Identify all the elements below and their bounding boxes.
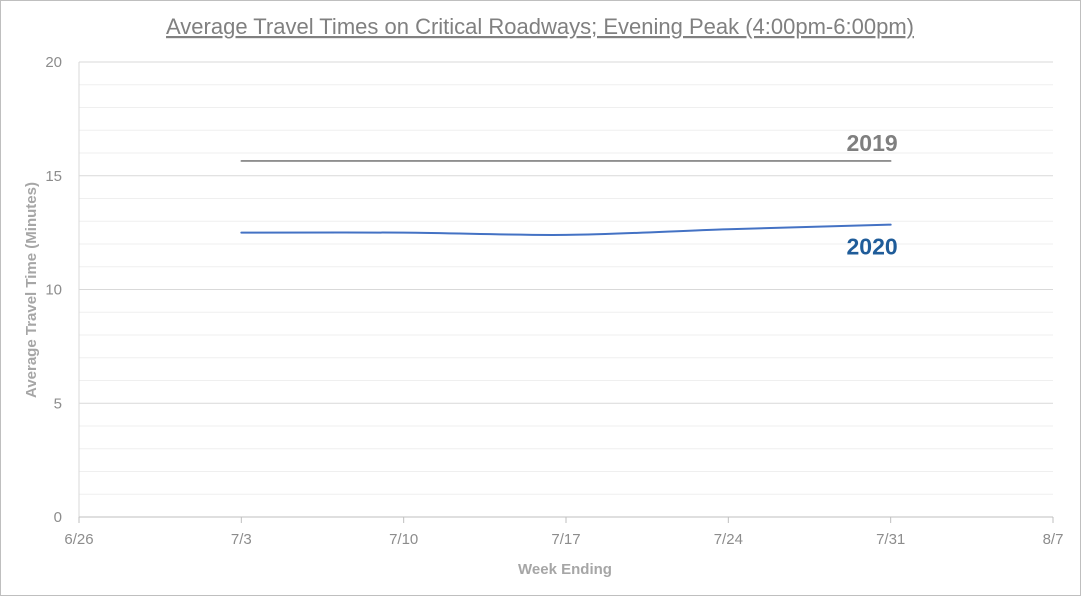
y-tick-label: 5 (54, 395, 62, 412)
gridlines (79, 61, 1053, 495)
x-tick-label: 7/31 (876, 531, 905, 548)
x-axis-title: Week Ending (518, 561, 612, 578)
axes: 6/26 7/3 7/10 7/17 7/24 7/31 8/7 0 5 10 15 20 (45, 54, 1063, 548)
x-tick-label: 7/3 (231, 531, 252, 548)
y-tick-label: 15 (45, 168, 62, 185)
x-tick-label: 7/24 (714, 531, 743, 548)
series-label-2020: 2020 (846, 234, 897, 260)
x-tick-label: 7/10 (389, 531, 418, 548)
chart-title: Average Travel Times on Critical Roadway… (166, 14, 914, 39)
labels: 2019 2020 (846, 130, 897, 260)
y-tick-label: 10 (45, 282, 62, 299)
series-label-2019: 2019 (846, 130, 897, 156)
y-tick-label: 20 (45, 54, 62, 71)
series-line-2020 (240, 223, 892, 236)
x-tick-label: 6/26 (64, 531, 93, 548)
x-tick-label: 8/7 (1043, 531, 1064, 548)
y-axis-title: Average Travel Time (Minutes) (23, 182, 40, 398)
y-tick-label: 0 (54, 509, 62, 526)
series-lines (240, 160, 892, 236)
x-tick-label: 7/17 (551, 531, 580, 548)
